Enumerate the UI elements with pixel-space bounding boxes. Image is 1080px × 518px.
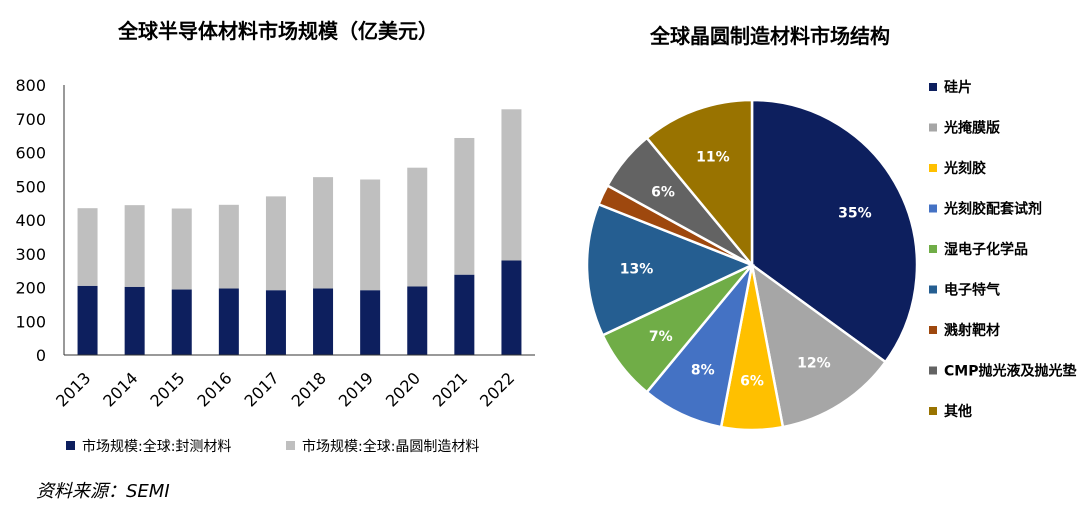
- bar-y-tick-label: 300: [15, 245, 46, 264]
- source-note: 资料来源：SEMI: [36, 481, 170, 502]
- bar-segment-packaging: [77, 285, 98, 355]
- source-note-wrap: 资料来源：SEMI: [36, 481, 170, 502]
- bar-y-tick-label: 0: [36, 346, 46, 365]
- pie-legend-label: 其他: [944, 403, 972, 420]
- bar-segment-packaging: [454, 274, 475, 355]
- pie-slice-label: 7%: [649, 329, 673, 345]
- bar-y-tick-label: 400: [15, 211, 46, 230]
- bar-y-tick-label: 600: [15, 144, 46, 163]
- pie-legend-swatch: [929, 245, 937, 253]
- bar-segment-packaging: [265, 290, 286, 355]
- pie-legend-label: 光掩膜版: [943, 120, 1000, 137]
- pie-slices: [585, 98, 919, 432]
- pie-slice: [645, 98, 754, 269]
- pie-slice-label: 13%: [620, 262, 654, 278]
- bar-segment-packaging: [171, 289, 192, 355]
- bar-chart: 全球半导体材料市场规模（亿美元） 0 100 200 300 400 500 600 700 8…: [15, 19, 535, 455]
- bar-legend-swatch: [286, 441, 295, 450]
- bar-y-tick-label: 500: [15, 177, 46, 196]
- pie-slice-label: 6%: [740, 374, 764, 390]
- pie-legend-swatch: [929, 164, 937, 172]
- bar-segment-packaging: [407, 286, 428, 355]
- bar-segment-wafer: [124, 205, 145, 287]
- pie-legend-label: 光刻胶: [943, 160, 986, 177]
- pie-legend-swatch: [929, 285, 937, 294]
- pie-legend-swatch: [929, 204, 937, 213]
- bar-segment-wafer: [265, 196, 286, 291]
- pie-slice-label: 12%: [797, 356, 831, 372]
- bar-bars: [77, 109, 522, 355]
- bar-y-tick-label: 100: [15, 312, 46, 331]
- pie-legend-swatch: [929, 407, 937, 415]
- bar-legend-label: 市场规模:全球:封测材料: [82, 438, 231, 455]
- bar-segment-wafer: [360, 179, 381, 291]
- pie-chart: 全球晶圆制造材料市场结构 35% 12% 6% 8% 7% 13% 6% 11% 硅片光掩膜版…: [585, 24, 1076, 432]
- pie-legend-label: 湿电子化学品: [944, 241, 1028, 258]
- bar-y-tick-label: 700: [15, 110, 46, 129]
- pie-slice: [750, 98, 919, 364]
- pie-legend-label: 硅片: [944, 79, 972, 96]
- pie-legend-swatch: [929, 83, 937, 91]
- bar-segment-packaging: [501, 260, 522, 355]
- bar-legend-swatch: [66, 441, 75, 450]
- bar-segment-wafer: [407, 167, 428, 287]
- pie-slice-label: 8%: [691, 363, 715, 379]
- bar-segment-packaging: [360, 290, 381, 355]
- bar-legend-label: 市场规模:全球:晶圆制造材料: [302, 438, 479, 455]
- pie-slice-label: 6%: [651, 184, 675, 200]
- pie-legend-label: 光刻胶配套试剂: [943, 201, 1042, 218]
- pie-chart-title: 全球晶圆制造材料市场结构: [649, 24, 890, 48]
- pie-slice: [585, 202, 756, 337]
- bar-chart-title: 全球半导体材料市场规模（亿美元）: [117, 19, 438, 43]
- pie-legend-swatch: [929, 326, 937, 334]
- bar-y-tick-label: 800: [15, 76, 46, 95]
- bar-segment-wafer: [77, 208, 98, 286]
- bar-segment-wafer: [313, 177, 334, 289]
- bar-legend: 市场规模:全球:封测材料 市场规模:全球:晶圆制造材料: [66, 438, 479, 455]
- pie-legend-label: 溅射靶材: [944, 322, 1000, 339]
- bar-y-tick-label: 200: [15, 279, 46, 298]
- pie-legend-swatch: [929, 366, 937, 375]
- bar-segment-wafer: [171, 208, 192, 290]
- bar-segment-packaging: [124, 286, 145, 355]
- pie-slice: [750, 262, 888, 429]
- bar-segment-wafer: [501, 109, 522, 261]
- bar-segment-wafer: [454, 137, 475, 275]
- pie-labels: 35% 12% 6% 8% 7% 13% 6% 11%: [620, 149, 872, 389]
- pie-slice-label: 35%: [838, 206, 872, 222]
- pie-slice-label: 11%: [696, 149, 730, 165]
- bar-segment-packaging: [313, 288, 334, 355]
- bar-y-axis: 0 100 200 300 400 500 600 700 800: [15, 76, 65, 365]
- pie-legend-label: CMP抛光液及抛光垫: [944, 363, 1076, 380]
- pie-legend-swatch: [929, 123, 937, 132]
- pie-legend-label: 电子特气: [944, 282, 1000, 299]
- bar-segment-wafer: [218, 204, 239, 289]
- bar-segment-packaging: [218, 288, 239, 355]
